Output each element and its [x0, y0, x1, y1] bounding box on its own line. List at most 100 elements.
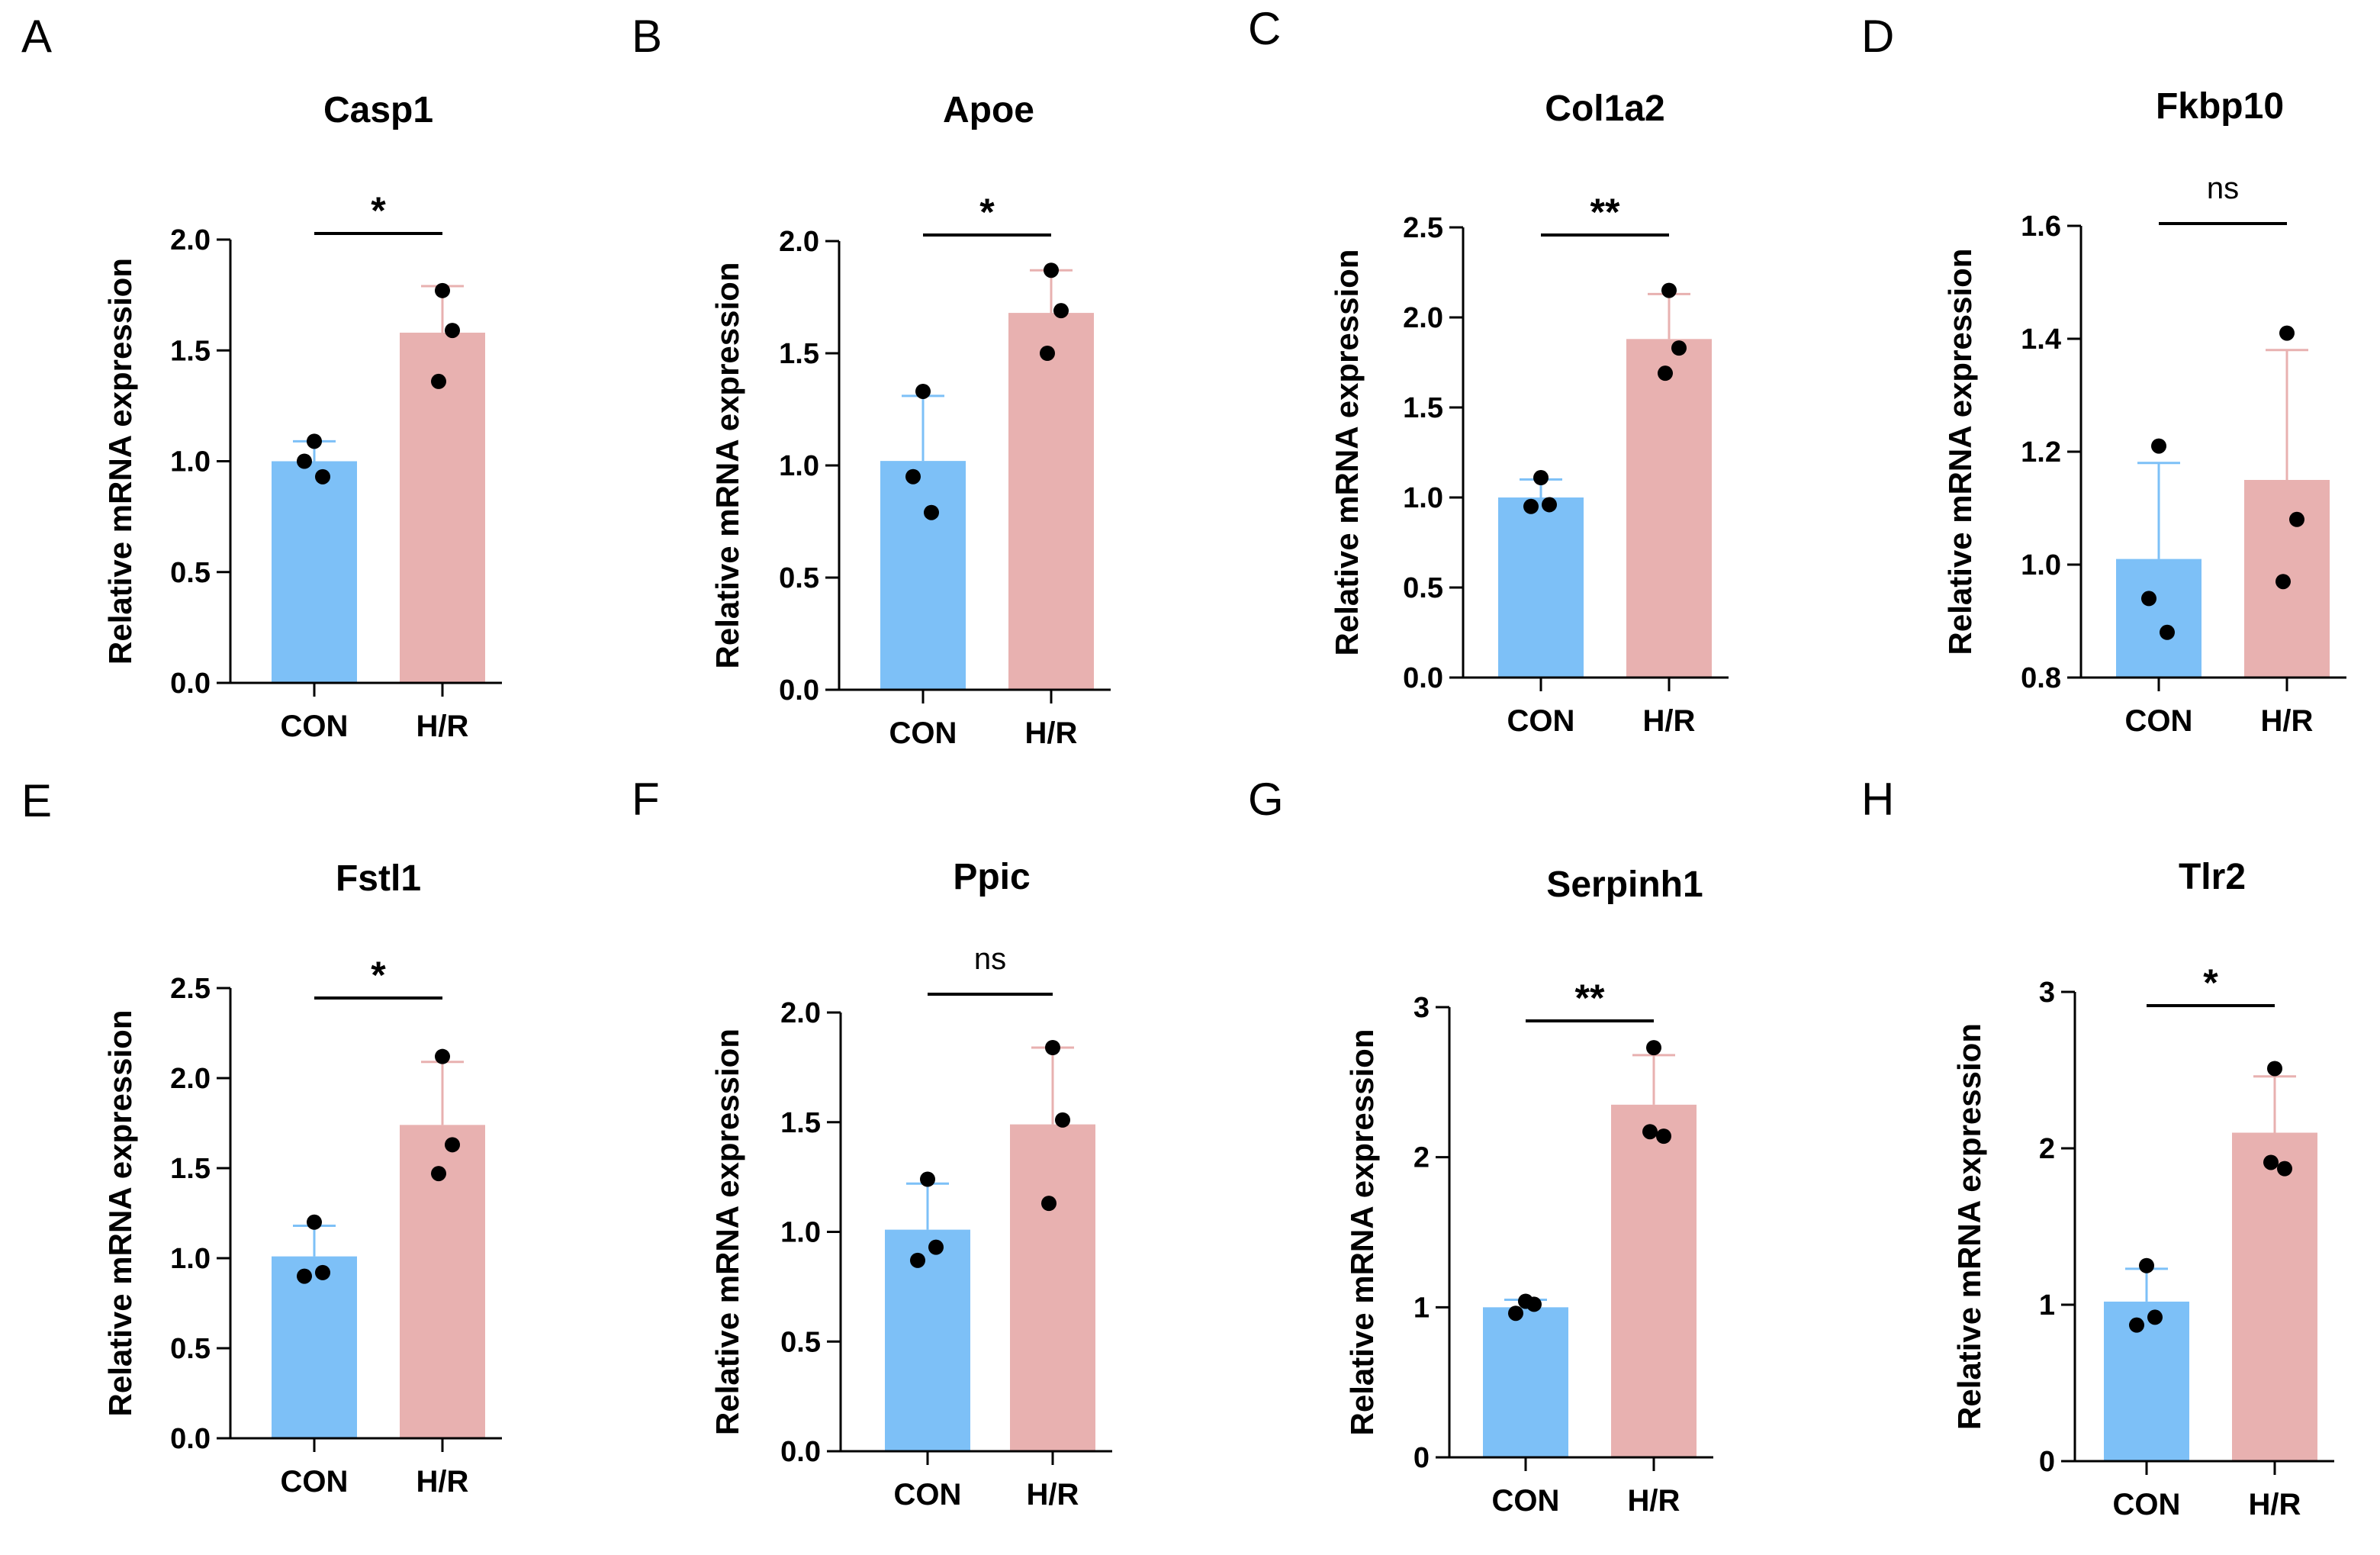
data-point [910, 1252, 925, 1268]
significance-label: ns [2207, 172, 2239, 205]
bar-con [272, 461, 357, 683]
bar-con [885, 1229, 970, 1451]
y-tick-label: 0.8 [2021, 662, 2061, 694]
chart-panel-f: F Ppic Relative mRNA expression CON H/R 0.0 0.… [632, 774, 1112, 1512]
y-tick-label: 3 [1414, 992, 1430, 1024]
chart-panel-g: G Serpinh1 Relative mRNA expression CON H/R 0… [1248, 774, 1713, 1518]
y-axis-label: Relative mRNA expression [709, 1029, 745, 1435]
bar-con [1498, 497, 1584, 678]
data-point [307, 1214, 322, 1230]
data-point [2151, 438, 2166, 454]
chart-panel-e: E Fstl1 Relative mRNA expression CON H/R 0.0 0… [21, 775, 502, 1499]
panel-letter: F [632, 774, 660, 825]
y-tick-label: 1.5 [170, 335, 211, 367]
panel-letter: C [1248, 3, 1281, 54]
y-tick-label: 1.4 [2021, 324, 2061, 356]
bar-con [1483, 1307, 1568, 1457]
y-tick-label: 0 [2039, 1446, 2055, 1478]
data-point [2289, 511, 2304, 527]
x-tick-label: CON [281, 710, 349, 743]
x-tick-label: CON [2113, 1488, 2181, 1521]
x-tick-label: CON [2125, 704, 2193, 738]
data-point [2129, 1317, 2144, 1333]
y-tick-label: 1.5 [779, 338, 819, 370]
panel-letter: B [632, 11, 662, 62]
y-tick-label: 1.5 [1403, 392, 1443, 424]
y-axis-label: Relative mRNA expression [1951, 1023, 1987, 1430]
chart-title: Apoe [943, 90, 1034, 130]
panel-letter: G [1248, 774, 1284, 825]
y-tick-label: 1.5 [170, 1153, 211, 1185]
chart-panel-c: C Col1a2 Relative mRNA expression CON H/R 0.0… [1248, 3, 1729, 738]
x-tick-label: CON [1507, 704, 1575, 738]
chart-title: Fstl1 [336, 858, 421, 899]
significance-label: ** [1590, 191, 1620, 233]
y-tick-label: 2.0 [779, 226, 819, 258]
data-point [2147, 1309, 2163, 1325]
bar-con [880, 461, 966, 690]
y-tick-label: 2.5 [1403, 212, 1443, 244]
significance-label: ** [1575, 977, 1605, 1019]
data-point [2267, 1061, 2282, 1077]
data-point [2263, 1154, 2279, 1170]
y-tick-label: 0.0 [170, 668, 211, 700]
data-point [1523, 498, 1539, 514]
data-point [1041, 1196, 1057, 1212]
data-point [431, 1166, 446, 1182]
data-point [1642, 1124, 1658, 1140]
x-tick-label: H/R [1025, 716, 1078, 750]
panel-letter: D [1861, 11, 1894, 62]
data-point [1661, 282, 1677, 298]
data-point [1044, 262, 1059, 278]
y-tick-label: 3 [2039, 977, 2055, 1009]
data-point [297, 1268, 312, 1284]
chart-panel-d: D Fkbp10 Relative mRNA expression CON H/R 0.8… [1861, 11, 2346, 738]
data-point [445, 323, 460, 339]
data-point [2141, 591, 2156, 607]
y-tick-label: 1.0 [170, 1243, 211, 1275]
x-tick-label: CON [1492, 1484, 1560, 1518]
y-tick-label: 1 [2039, 1289, 2055, 1322]
significance-label: * [371, 189, 386, 232]
y-tick-label: 0.0 [779, 674, 819, 707]
chart-title: Col1a2 [1545, 89, 1664, 129]
data-point [2139, 1257, 2154, 1273]
data-point [1508, 1305, 1523, 1322]
y-tick-label: 0 [1414, 1442, 1430, 1474]
chart-panel-h: H Tlr2 Relative mRNA expression CON H/R 0 1 2 3 * [1861, 774, 2334, 1521]
bar-hr [1008, 313, 1094, 690]
y-tick-label: 2.0 [170, 224, 211, 256]
x-tick-label: H/R [1643, 704, 1696, 738]
significance-label: * [371, 954, 386, 996]
data-point [1658, 365, 1673, 382]
data-point [1040, 346, 1055, 361]
significance-label: ns [974, 942, 1006, 976]
x-tick-label: H/R [1027, 1478, 1079, 1512]
panel-letter: E [21, 775, 52, 826]
data-point [2275, 574, 2291, 590]
y-tick-label: 1.6 [2021, 211, 2061, 243]
y-tick-label: 0.0 [170, 1423, 211, 1455]
data-point [315, 1264, 330, 1280]
data-point [905, 468, 921, 485]
bar-hr [400, 333, 485, 683]
chart-title: Ppic [953, 857, 1030, 897]
data-point [297, 453, 312, 469]
y-tick-label: 1.0 [780, 1217, 821, 1249]
x-tick-label: H/R [2261, 704, 2314, 738]
y-tick-label: 2.0 [1403, 302, 1443, 334]
x-tick-label: CON [894, 1478, 962, 1512]
x-tick-label: H/R [2249, 1488, 2301, 1521]
bar-hr [1611, 1104, 1697, 1457]
significance-label: * [2203, 961, 2218, 1004]
data-point [1526, 1296, 1542, 1312]
y-axis-label: Relative mRNA expression [102, 258, 138, 665]
y-axis-label: Relative mRNA expression [1329, 250, 1365, 656]
y-axis-label: Relative mRNA expression [102, 1010, 138, 1417]
data-point [2279, 325, 2295, 341]
y-tick-label: 1.0 [2021, 549, 2061, 581]
data-point [445, 1137, 460, 1153]
panel-letter: A [21, 11, 52, 62]
data-point [1671, 340, 1687, 356]
